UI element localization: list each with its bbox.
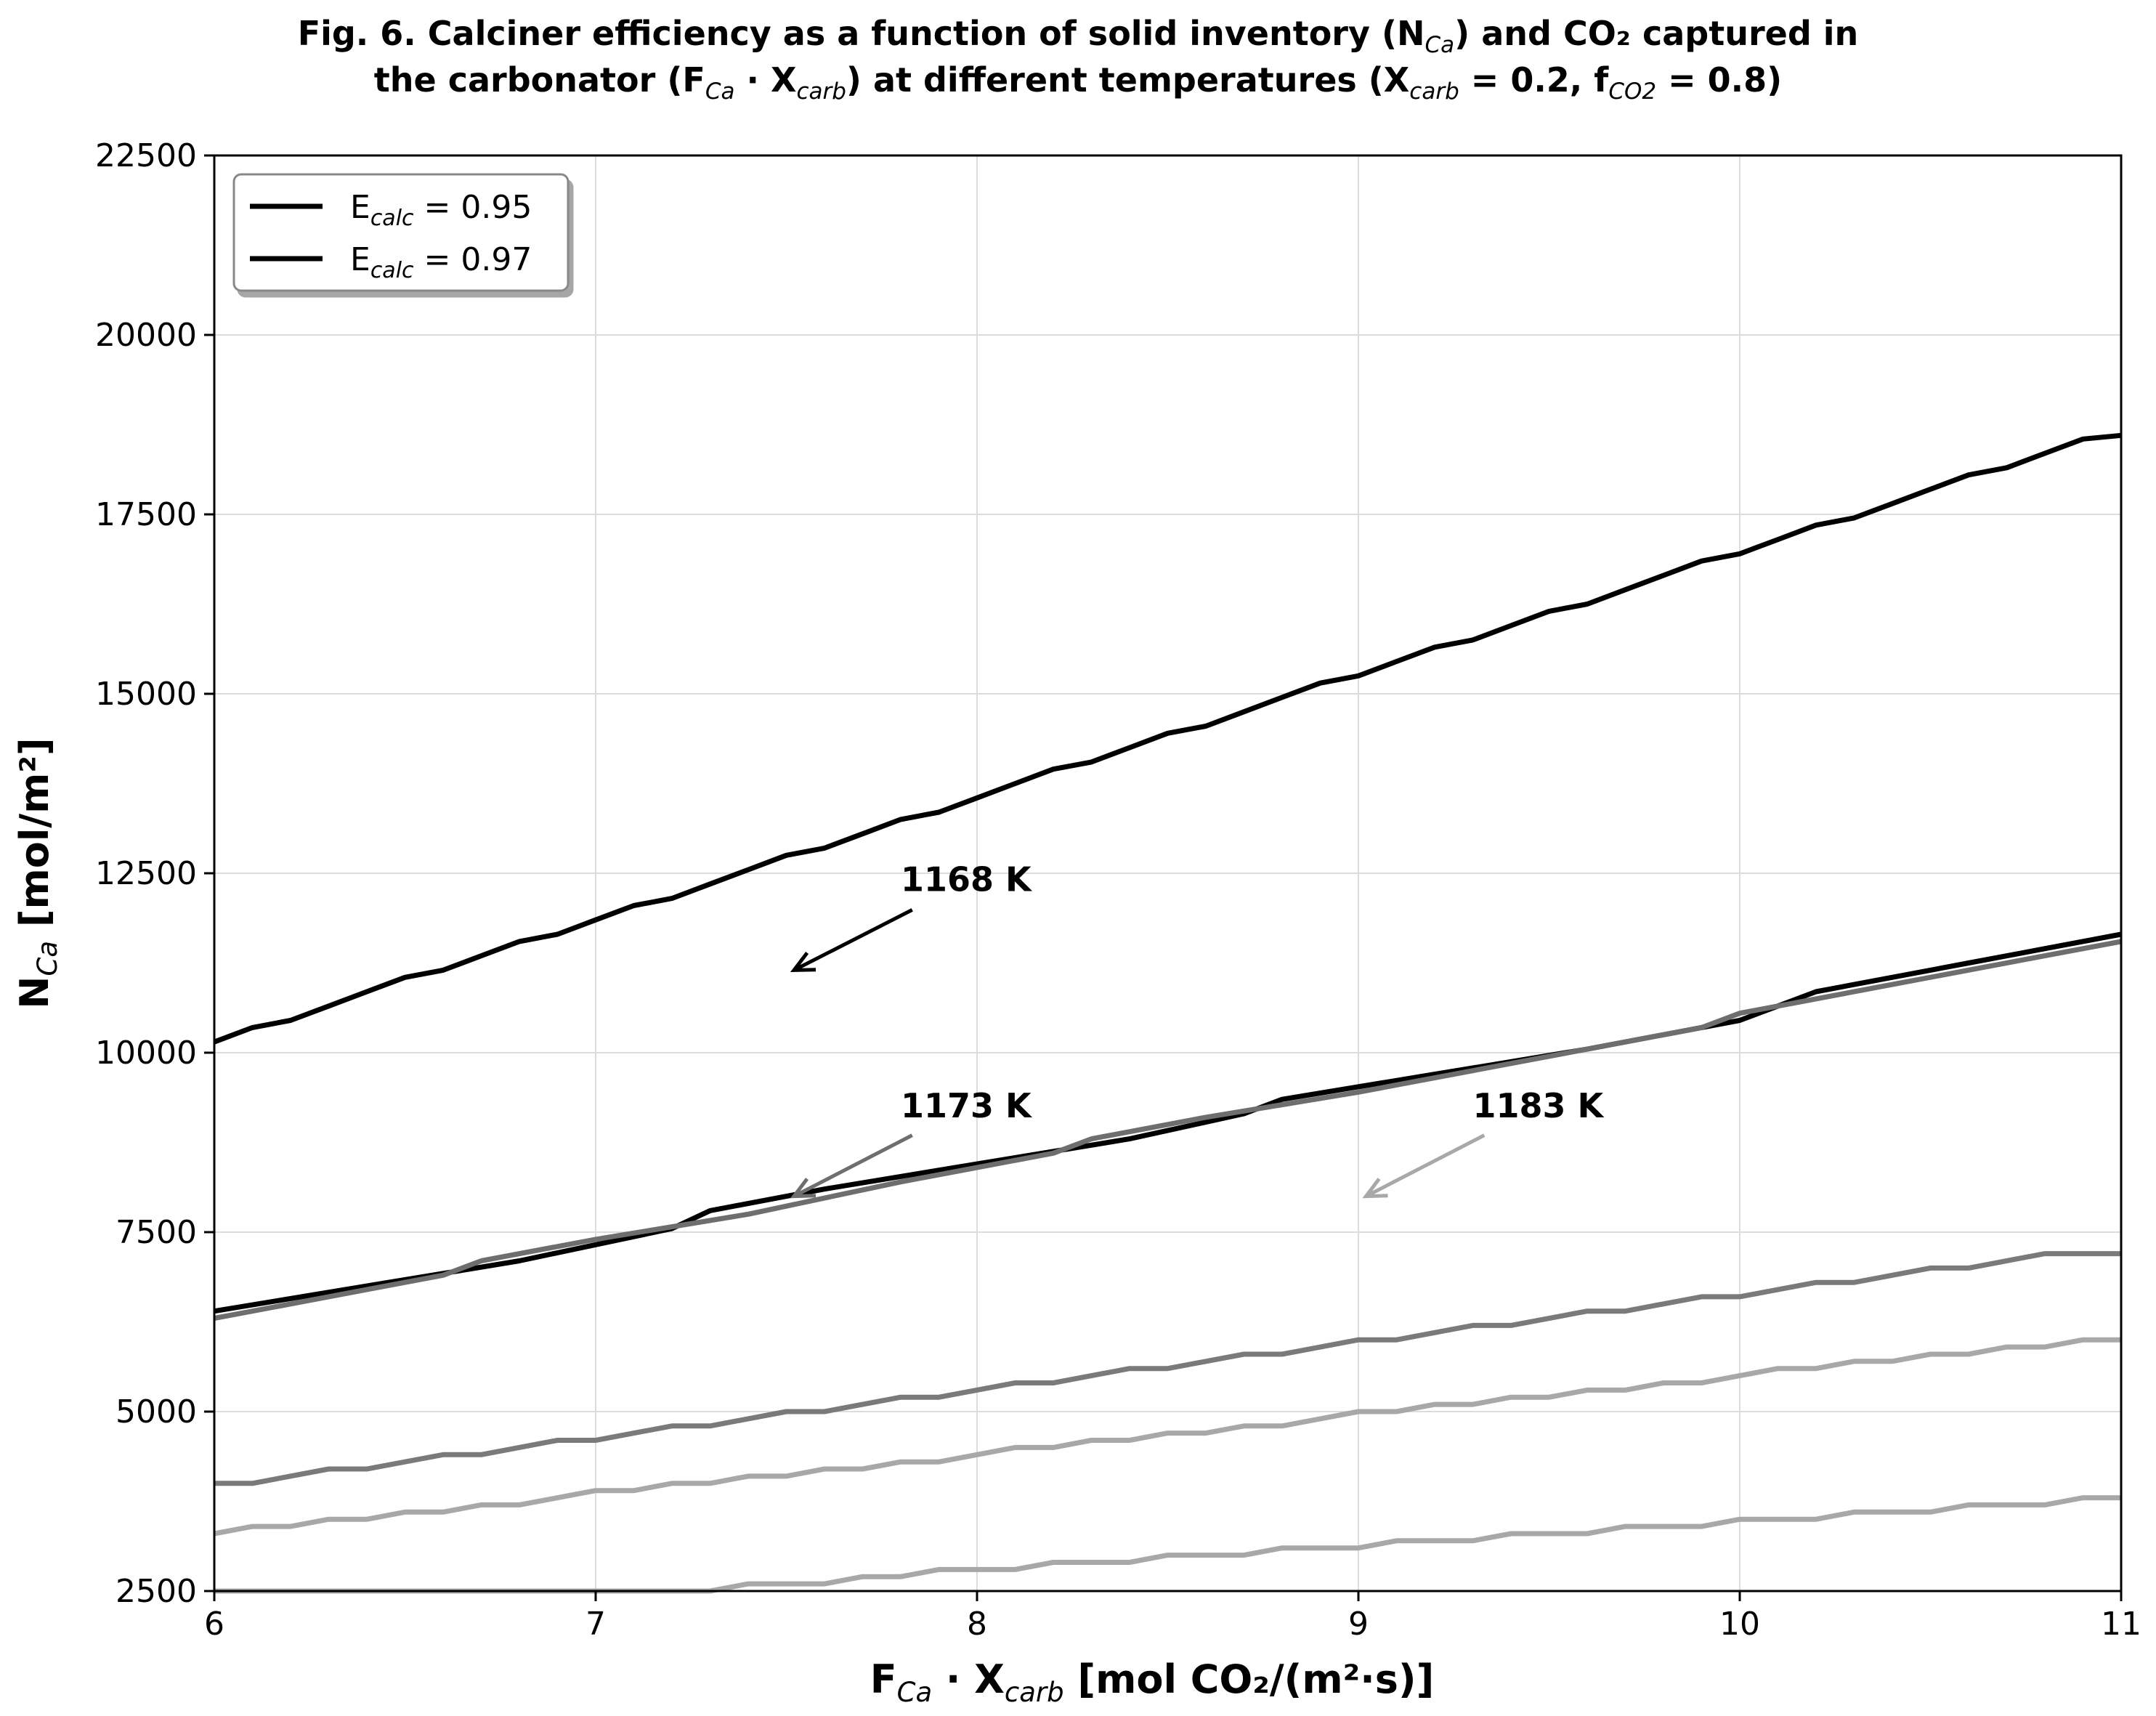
y-tick-label: 20000 (95, 317, 197, 354)
x-tick-label: 10 (1719, 1606, 1760, 1643)
annotations: 1168 K 1173 K 1183 K (790, 860, 1605, 1199)
title-line-1: Fig. 6. Calciner efficiency as a functio… (298, 14, 1859, 58)
annotation-arrow (793, 908, 913, 972)
plot-series (213, 432, 2122, 1594)
annotation-arrow (793, 1133, 913, 1198)
annotation-label: 1168 K (901, 860, 1033, 899)
y-axis: 2500 5000 7500 10000 12500 15000 17500 20000 225… (95, 137, 214, 1610)
y-tick-label: 10000 (95, 1035, 197, 1072)
x-tick-label: 6 (204, 1606, 224, 1643)
y-tick-label: 22500 (95, 137, 197, 174)
annotation-arrowhead (790, 1178, 816, 1199)
y-tick-label: 12500 (95, 855, 197, 892)
x-tick-label: 8 (967, 1606, 987, 1643)
annotation-arrow (1365, 1133, 1486, 1198)
x-axis-label: FCa · Xcarb [mol CO₂/(m²·s)] (870, 1656, 1435, 1708)
series-line-5 (214, 1337, 2121, 1537)
series-line-1 (213, 432, 2122, 1045)
legend-label: Ecalc = 0.97 (350, 241, 532, 283)
series-line-3 (214, 939, 2122, 1322)
legend: Ecalc = 0.95 Ecalc = 0.97 (232, 173, 570, 292)
annotation-label: 1173 K (901, 1086, 1033, 1125)
annotation-arrowhead (790, 951, 816, 972)
y-axis-label: NCa [mol/m²] (12, 737, 63, 1008)
y-tick-label: 7500 (115, 1214, 197, 1251)
legend-box (232, 173, 570, 292)
y-tick-label: 17500 (95, 496, 197, 533)
annotation-arrowhead (1362, 1178, 1388, 1199)
x-axis: 6 7 8 9 10 11 (204, 1591, 2141, 1643)
title-line-2: the carbonator (FCa · Xcarb) at differen… (374, 60, 1782, 105)
y-tick-label: 15000 (95, 676, 197, 713)
series-line-6 (214, 1495, 2121, 1594)
x-tick-label: 9 (1348, 1606, 1369, 1643)
x-tick-label: 7 (585, 1606, 606, 1643)
y-tick-label: 5000 (115, 1393, 197, 1430)
x-tick-label: 11 (2101, 1606, 2141, 1643)
series-line-4 (214, 1251, 2121, 1486)
legend-label: Ecalc = 0.95 (350, 189, 532, 231)
y-tick-label: 2500 (115, 1573, 197, 1610)
chart-title: Fig. 6. Calciner efficiency as a functio… (298, 14, 1859, 105)
annotation-label: 1183 K (1473, 1086, 1605, 1125)
